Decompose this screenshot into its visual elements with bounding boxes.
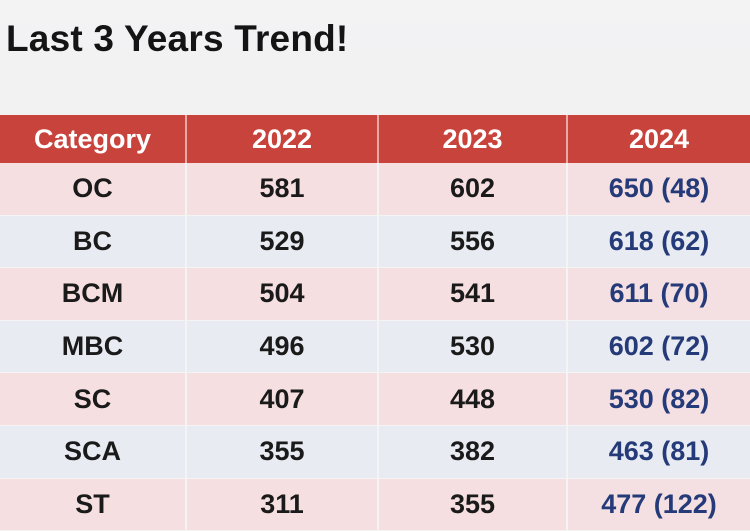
value-2022-cell: 581 (186, 163, 379, 216)
category-cell: OC (0, 163, 187, 216)
header-2023: 2023 (378, 115, 568, 163)
table-row: MBC 496 530 602 (72) (0, 320, 750, 374)
table-row: ST 311 355 477 (122) (0, 478, 750, 531)
category-cell: BC (0, 215, 187, 269)
value-2022-cell: 311 (186, 478, 379, 531)
trend-table: Category 2022 2023 2024 OC 581 602 650 (… (0, 115, 750, 531)
category-cell: SC (0, 372, 187, 426)
table-row: BCM 504 541 611 (70) (0, 267, 750, 321)
table-row: SCA 355 382 463 (81) (0, 425, 750, 479)
value-2022-cell: 496 (186, 320, 379, 374)
value-2024-cell: 611 (70) (567, 267, 750, 321)
value-2023-cell: 602 (378, 163, 568, 216)
header-2024: 2024 (567, 115, 750, 163)
value-2023-cell: 448 (378, 372, 568, 426)
value-2023-cell: 382 (378, 425, 568, 479)
value-2022-cell: 504 (186, 267, 379, 321)
table-row: OC 581 602 650 (48) (0, 163, 750, 216)
value-2023-cell: 530 (378, 320, 568, 374)
value-2022-cell: 407 (186, 372, 379, 426)
category-cell: ST (0, 478, 187, 531)
category-cell: SCA (0, 425, 187, 479)
value-2024-cell: 650 (48) (567, 163, 750, 216)
value-2023-cell: 556 (378, 215, 568, 269)
table-body: OC 581 602 650 (48) BC 529 556 618 (62) … (0, 163, 750, 531)
header-2022: 2022 (186, 115, 379, 163)
value-2022-cell: 355 (186, 425, 379, 479)
table-header: Category 2022 2023 2024 (0, 115, 750, 163)
value-2022-cell: 529 (186, 215, 379, 269)
table-row: SC 407 448 530 (82) (0, 372, 750, 426)
value-2024-cell: 530 (82) (567, 372, 750, 426)
value-2023-cell: 355 (378, 478, 568, 531)
header-row: Category 2022 2023 2024 (0, 115, 750, 163)
value-2023-cell: 541 (378, 267, 568, 321)
table-row: BC 529 556 618 (62) (0, 215, 750, 269)
page-title: Last 3 Years Trend! (6, 18, 349, 59)
value-2024-cell: 477 (122) (567, 478, 750, 531)
value-2024-cell: 463 (81) (567, 425, 750, 479)
category-cell: MBC (0, 320, 187, 374)
header-category: Category (0, 115, 187, 163)
category-cell: BCM (0, 267, 187, 321)
value-2024-cell: 602 (72) (567, 320, 750, 374)
value-2024-cell: 618 (62) (567, 215, 750, 269)
